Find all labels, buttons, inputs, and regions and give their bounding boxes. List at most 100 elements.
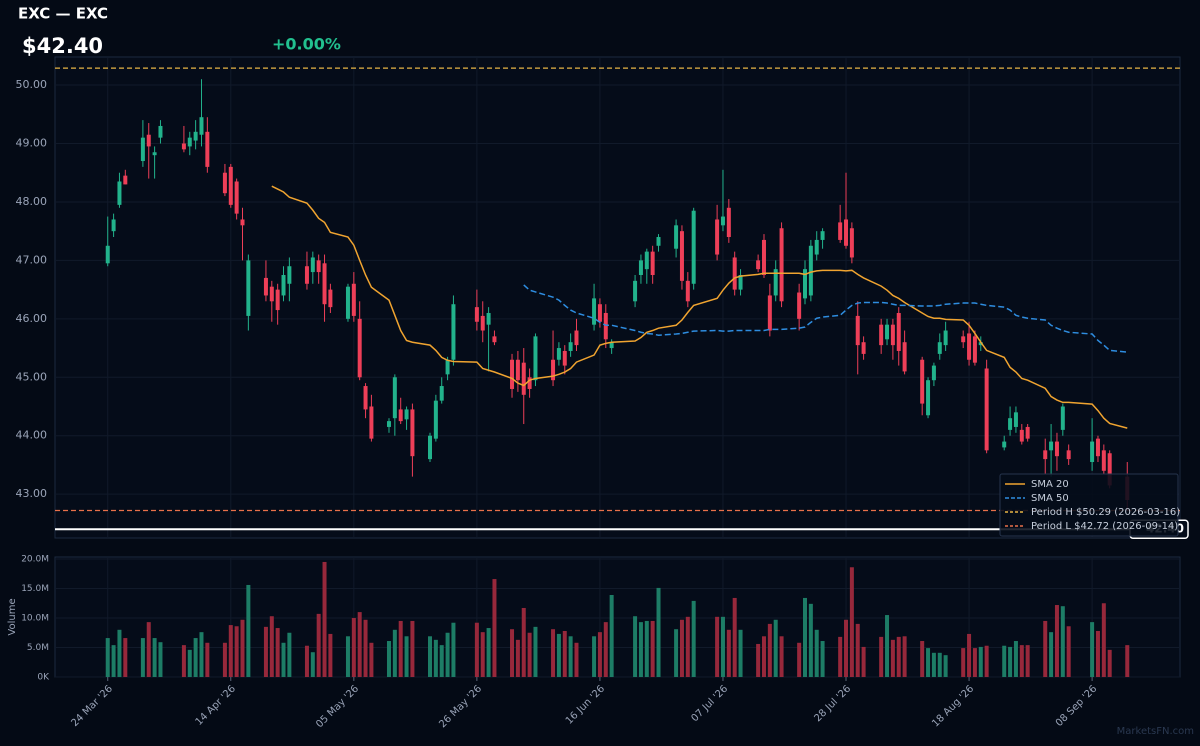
- candle-body: [117, 181, 122, 205]
- candle-body: [310, 257, 315, 273]
- volume-bar: [685, 616, 690, 677]
- volume-bar: [592, 636, 597, 677]
- volume-bar: [931, 652, 936, 677]
- candle-body: [398, 409, 403, 422]
- candle-body: [1025, 426, 1030, 439]
- candle-body: [720, 216, 725, 226]
- candle-body: [726, 207, 731, 238]
- volume-bar: [1002, 645, 1007, 677]
- volume-bar: [732, 597, 737, 677]
- volume-bar: [363, 619, 368, 677]
- candle-body: [533, 336, 538, 381]
- candle-body: [275, 289, 280, 311]
- candle-body: [650, 251, 655, 275]
- candle-body: [920, 359, 925, 404]
- candle-body: [685, 280, 690, 302]
- volume-bar: [849, 567, 854, 677]
- legend-label: Period L $42.72 (2026-09-14): [1031, 521, 1178, 532]
- volume-bar: [263, 626, 268, 677]
- candle-body: [1054, 441, 1059, 457]
- volume-bar: [439, 645, 444, 677]
- candle-body: [803, 269, 807, 299]
- change-label: +0.00%: [272, 35, 341, 54]
- candle-body: [779, 228, 784, 302]
- candle-body: [1107, 453, 1112, 486]
- candle-body: [158, 125, 163, 138]
- candle-body: [902, 342, 907, 372]
- volume-bar: [222, 642, 227, 677]
- y-tick-label: 45.00: [16, 370, 48, 383]
- legend-label: Period H $50.29 (2026-03-16): [1031, 507, 1180, 518]
- candle-body: [732, 257, 737, 290]
- volume-bar: [1019, 645, 1024, 677]
- candle-body: [551, 359, 556, 381]
- candle-body: [357, 318, 362, 378]
- candle-body: [885, 324, 890, 340]
- candle-body: [246, 260, 251, 316]
- chart-title: EXC — EXC: [18, 5, 108, 23]
- candle-body: [644, 251, 649, 270]
- volume-bar: [410, 620, 415, 677]
- candle-body: [111, 219, 116, 232]
- candle-body: [890, 324, 895, 346]
- candle-body: [193, 131, 198, 141]
- volume-bar: [720, 616, 725, 677]
- volume-tick-label: 0K: [37, 673, 50, 683]
- volume-tick-label: 20.0M: [21, 555, 49, 565]
- candle-body: [451, 304, 456, 360]
- volume-bar: [556, 633, 561, 677]
- candle-body: [1002, 441, 1007, 448]
- volume-bar: [756, 643, 761, 677]
- candle-body: [855, 315, 860, 346]
- candle-body: [486, 312, 491, 325]
- candle-body: [896, 312, 901, 351]
- volume-bar: [779, 636, 784, 677]
- candle-body: [674, 225, 679, 249]
- volume-bar: [281, 642, 286, 677]
- volume-bar: [146, 622, 151, 677]
- y-tick-label: 46.00: [16, 312, 48, 325]
- volume-bar: [492, 579, 497, 677]
- candle-body: [926, 380, 931, 416]
- volume-bar: [1101, 603, 1106, 677]
- volume-bar: [433, 639, 438, 677]
- volume-axis-label: Volume: [7, 598, 18, 635]
- volume-bar: [679, 619, 684, 677]
- candle-body: [937, 342, 942, 354]
- candle-body: [849, 228, 854, 258]
- legend-label: SMA 50: [1031, 493, 1069, 504]
- candle-body: [931, 365, 936, 381]
- volume-bar: [269, 616, 274, 677]
- candle-body: [1090, 441, 1095, 463]
- volume-bar: [240, 619, 245, 677]
- volume-bar: [1054, 605, 1059, 677]
- candle-body: [609, 342, 614, 349]
- volume-bar: [304, 645, 309, 677]
- y-tick-label: 49.00: [16, 136, 48, 149]
- volume-bar: [351, 618, 356, 677]
- volume-bar: [316, 613, 321, 677]
- legend-label: SMA 20: [1031, 479, 1069, 490]
- volume-tick-label: 15.0M: [21, 584, 49, 594]
- volume-bar: [961, 648, 966, 677]
- volume-bar: [123, 638, 128, 677]
- volume-bar: [691, 600, 696, 677]
- candle-body: [123, 175, 128, 185]
- candle-body: [1008, 418, 1013, 430]
- volume-bar: [820, 641, 825, 677]
- volume-bar: [855, 623, 860, 677]
- candle-body: [199, 117, 204, 135]
- volume-bar: [656, 587, 661, 677]
- candle-body: [1043, 450, 1048, 460]
- candle-body: [1049, 441, 1054, 451]
- candle-body: [281, 274, 286, 296]
- candle-body: [838, 222, 843, 240]
- candle-body: [527, 377, 532, 389]
- candle-body: [439, 386, 444, 401]
- candle-body: [521, 362, 526, 395]
- candle-body: [814, 239, 819, 255]
- candle-body: [797, 292, 802, 319]
- candle-body: [638, 260, 643, 275]
- volume-bar: [1043, 620, 1048, 677]
